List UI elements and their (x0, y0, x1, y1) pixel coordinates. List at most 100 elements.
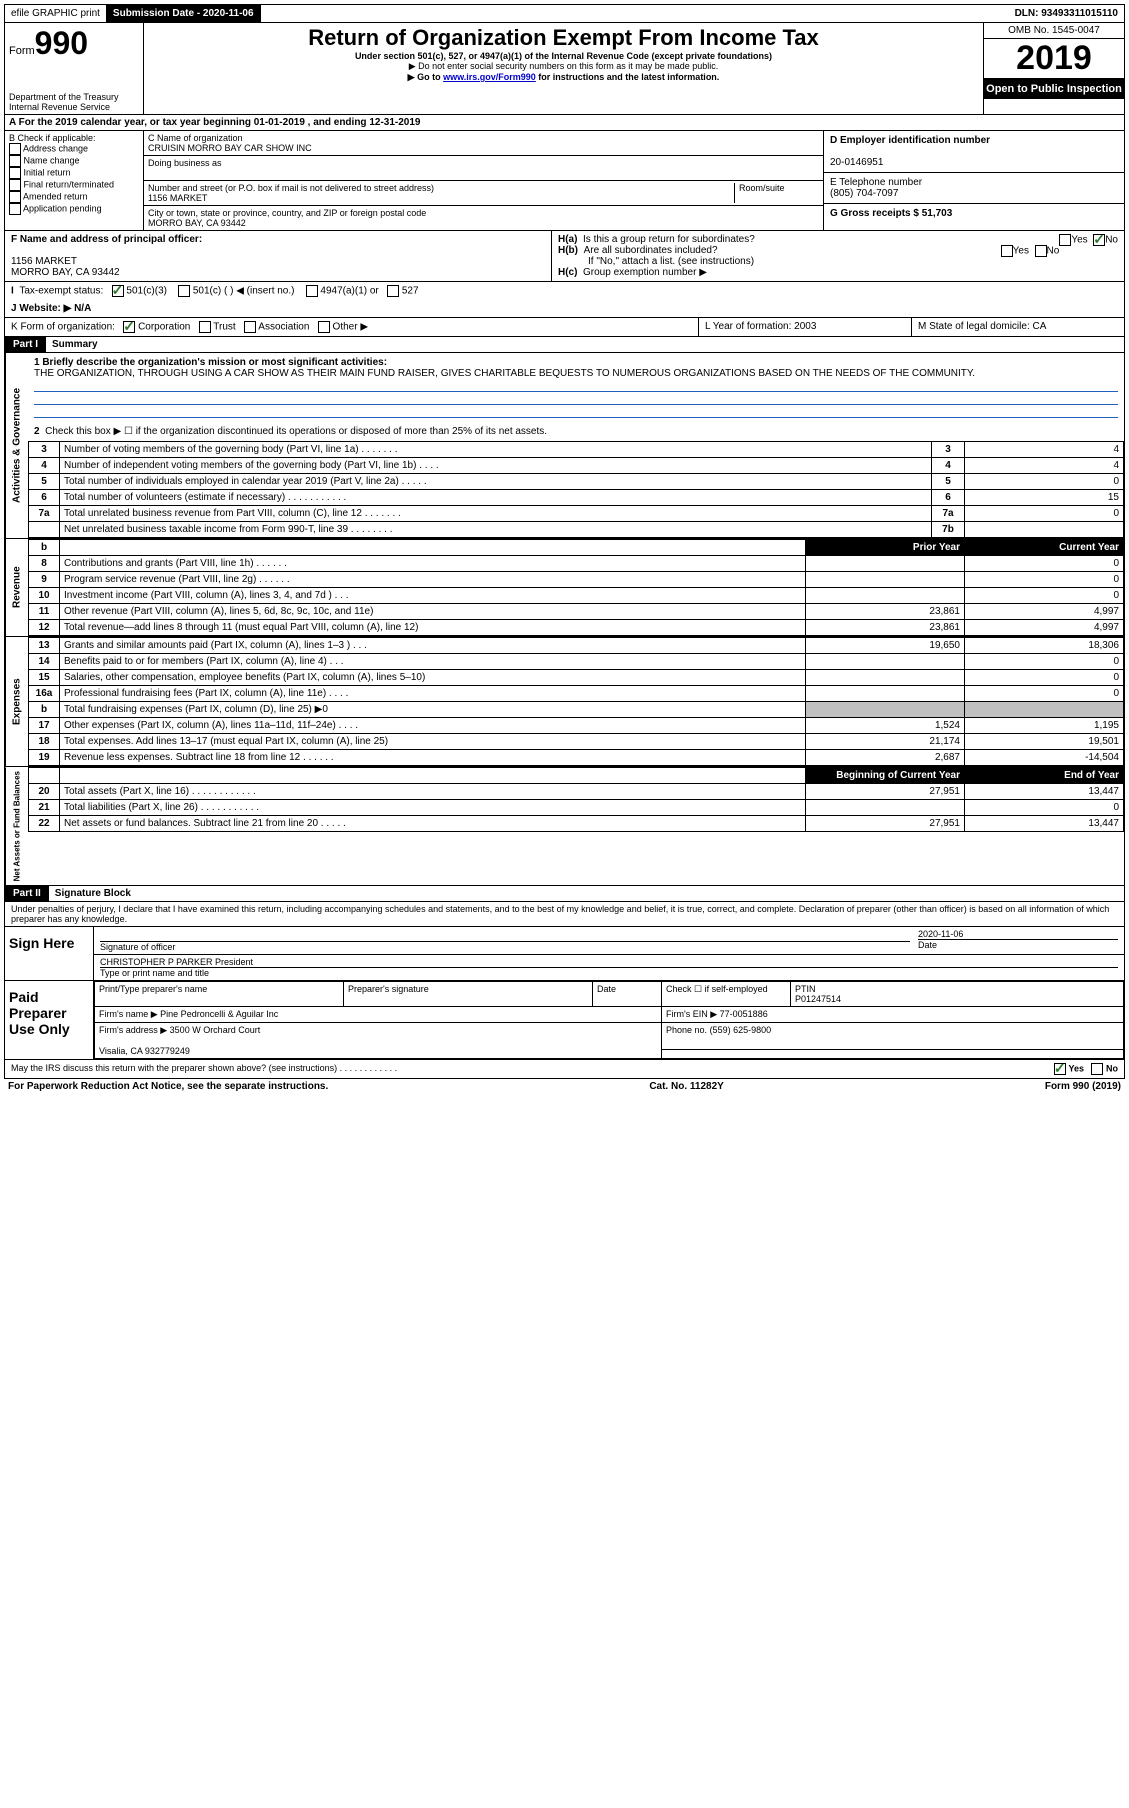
addr-change-checkbox[interactable] (9, 143, 21, 155)
row-k-l-m: K Form of organization: Corporation Trus… (4, 318, 1125, 337)
penalties-text: Under penalties of perjury, I declare th… (5, 902, 1124, 926)
table-row: 12Total revenue—add lines 8 through 11 (… (29, 620, 1124, 636)
trust-checkbox[interactable] (199, 321, 211, 333)
name-change-checkbox[interactable] (9, 155, 21, 167)
table-row: 9Program service revenue (Part VIII, lin… (29, 572, 1124, 588)
ssn-note: ▶ Do not enter social security numbers o… (150, 61, 977, 72)
cat-no: Cat. No. 11282Y (649, 1081, 723, 1092)
submission-date-button[interactable]: Submission Date - 2020-11-06 (107, 5, 261, 22)
table-row: 19Revenue less expenses. Subtract line 1… (29, 750, 1124, 766)
preparer-table: Print/Type preparer's name Preparer's si… (94, 981, 1124, 1059)
omb-number: OMB No. 1545-0047 (984, 23, 1124, 39)
footer: For Paperwork Reduction Act Notice, see … (4, 1079, 1125, 1094)
org-city: MORRO BAY, CA 93442 (148, 218, 819, 228)
org-street: 1156 MARKET (148, 193, 734, 203)
firm-phone: (559) 625-9800 (710, 1025, 772, 1035)
dept-treasury: Department of the Treasury (9, 92, 139, 102)
sign-date: 2020-11-06 (918, 929, 1118, 939)
part-i-header: Part I Summary (4, 337, 1125, 353)
table-row: 4Number of independent voting members of… (29, 458, 1124, 474)
part-i-netassets: Net Assets or Fund Balances Beginning of… (4, 767, 1125, 886)
table-row: 3Number of voting members of the governi… (29, 442, 1124, 458)
table-row: 10Investment income (Part VIII, column (… (29, 588, 1124, 604)
form990-link[interactable]: www.irs.gov/Form990 (443, 72, 536, 82)
hb-yes[interactable] (1001, 245, 1013, 257)
state-domicile: M State of legal domicile: CA (912, 318, 1124, 336)
form-header: Form990 Department of the Treasury Inter… (4, 23, 1125, 115)
table-row: 8Contributions and grants (Part VIII, li… (29, 556, 1124, 572)
table-row: 6Total number of volunteers (estimate if… (29, 490, 1124, 506)
paperwork-notice: For Paperwork Reduction Act Notice, see … (8, 1081, 328, 1092)
table-row: 14Benefits paid to or for members (Part … (29, 654, 1124, 670)
table-row: 17Other expenses (Part IX, column (A), l… (29, 718, 1124, 734)
form-subtitle: Under section 501(c), 527, or 4947(a)(1)… (150, 51, 977, 61)
tax-year: 2019 (984, 39, 1124, 79)
form-number: Form990 (9, 25, 139, 62)
table-row: 18Total expenses. Add lines 13–17 (must … (29, 734, 1124, 750)
paid-preparer-label: Paid Preparer Use Only (5, 981, 94, 1059)
officer-addr1: 1156 MARKET (11, 256, 77, 267)
expenses-table: 13Grants and similar amounts paid (Part … (28, 637, 1124, 766)
vert-netassets-label: Net Assets or Fund Balances (5, 767, 28, 885)
app-pending-checkbox[interactable] (9, 203, 21, 215)
col-b-checkboxes: B Check if applicable: Address change Na… (5, 131, 144, 230)
efile-label: efile GRAPHIC print (5, 5, 107, 22)
table-row: 16aProfessional fundraising fees (Part I… (29, 686, 1124, 702)
section-b-to-g: B Check if applicable: Address change Na… (4, 131, 1125, 231)
discuss-no[interactable] (1091, 1063, 1103, 1075)
year-formation: L Year of formation: 2003 (699, 318, 912, 336)
vert-expenses-label: Expenses (5, 637, 28, 766)
revenue-table: bPrior YearCurrent Year 8Contributions a… (28, 539, 1124, 636)
ha-yes[interactable] (1059, 234, 1071, 246)
amended-return-checkbox[interactable] (9, 191, 21, 203)
row-a-tax-year: A For the 2019 calendar year, or tax yea… (4, 115, 1125, 131)
table-row: bTotal fundraising expenses (Part IX, co… (29, 702, 1124, 718)
table-row: Net unrelated business taxable income fr… (29, 522, 1124, 538)
4947-checkbox[interactable] (306, 285, 318, 297)
501c3-checkbox[interactable] (112, 285, 124, 297)
initial-return-checkbox[interactable] (9, 167, 21, 179)
goto-note: ▶ Go to www.irs.gov/Form990 for instruct… (150, 72, 977, 83)
corp-checkbox[interactable] (123, 321, 135, 333)
501c-checkbox[interactable] (178, 285, 190, 297)
table-row: 20Total assets (Part X, line 16) . . . .… (29, 784, 1124, 800)
firm-addr2: Visalia, CA 932779249 (99, 1046, 190, 1056)
ha-no[interactable] (1093, 234, 1105, 246)
other-checkbox[interactable] (318, 321, 330, 333)
ein-value: 20-0146951 (830, 157, 883, 168)
sign-here-label: Sign Here (5, 927, 94, 980)
table-row: 7aTotal unrelated business revenue from … (29, 506, 1124, 522)
vert-activities-label: Activities & Governance (5, 353, 28, 538)
discuss-yes[interactable] (1054, 1063, 1066, 1075)
part-i-expenses: Expenses 13Grants and similar amounts pa… (4, 637, 1125, 767)
firm-addr1: 3500 W Orchard Court (170, 1025, 261, 1035)
table-row: 15Salaries, other compensation, employee… (29, 670, 1124, 686)
row-j: J Website: ▶ N/A (4, 300, 1125, 318)
assoc-checkbox[interactable] (244, 321, 256, 333)
col-c-org-info: C Name of organization CRUISIN MORRO BAY… (144, 131, 823, 230)
vert-revenue-label: Revenue (5, 539, 28, 636)
firm-ein: 77-0051886 (720, 1009, 768, 1019)
table-row: 22Net assets or fund balances. Subtract … (29, 816, 1124, 832)
form-title: Return of Organization Exempt From Incom… (150, 25, 977, 51)
table-row: 11Other revenue (Part VIII, column (A), … (29, 604, 1124, 620)
irs-label: Internal Revenue Service (9, 102, 139, 112)
part-i-revenue: Revenue bPrior YearCurrent Year 8Contrib… (4, 539, 1125, 637)
officer-addr2: MORRO BAY, CA 93442 (11, 267, 120, 278)
dln-label: DLN: 93493311015110 (1009, 5, 1124, 22)
part-ii-header: Part II Signature Block (4, 886, 1125, 902)
527-checkbox[interactable] (387, 285, 399, 297)
org-name: CRUISIN MORRO BAY CAR SHOW INC (148, 143, 819, 153)
col-d-to-g: D Employer identification number 20-0146… (823, 131, 1124, 230)
top-bar: efile GRAPHIC print Submission Date - 20… (4, 4, 1125, 23)
officer-name: CHRISTOPHER P PARKER President (100, 957, 1118, 967)
hb-no[interactable] (1035, 245, 1047, 257)
telephone: (805) 704-7097 (830, 188, 898, 199)
table-row: 13Grants and similar amounts paid (Part … (29, 638, 1124, 654)
discuss-question: May the IRS discuss this return with the… (11, 1063, 397, 1075)
table-row: 5Total number of individuals employed in… (29, 474, 1124, 490)
ptin-value: P01247514 (795, 994, 841, 1004)
gross-receipts: G Gross receipts $ 51,703 (824, 204, 1124, 223)
final-return-checkbox[interactable] (9, 179, 21, 191)
signature-block: Under penalties of perjury, I declare th… (4, 902, 1125, 1079)
